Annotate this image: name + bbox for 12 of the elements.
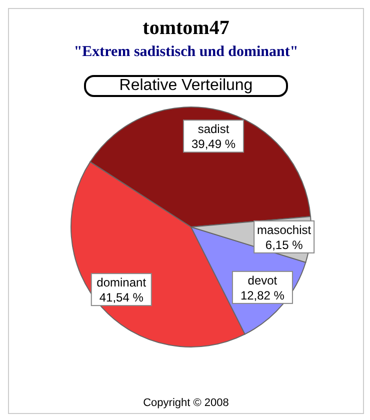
slice-label: sadist [198,122,230,136]
data-label: 12,82 % [240,288,285,302]
text: Relative Verteilung [84,75,288,97]
slice-label: dominant [96,276,147,290]
data-label: 39,49 % [191,137,236,152]
slice-label: masochist [257,222,312,237]
data-label: 41,54 % [99,290,144,305]
data-label: 6,15 % [265,238,304,252]
text: Copyright © 2008 [142,397,230,409]
slice-label: devot [248,273,278,288]
chart-title: tomtom47 [142,16,230,40]
chart-subtitle: "Extrem sadistisch und dominant" [72,44,300,61]
